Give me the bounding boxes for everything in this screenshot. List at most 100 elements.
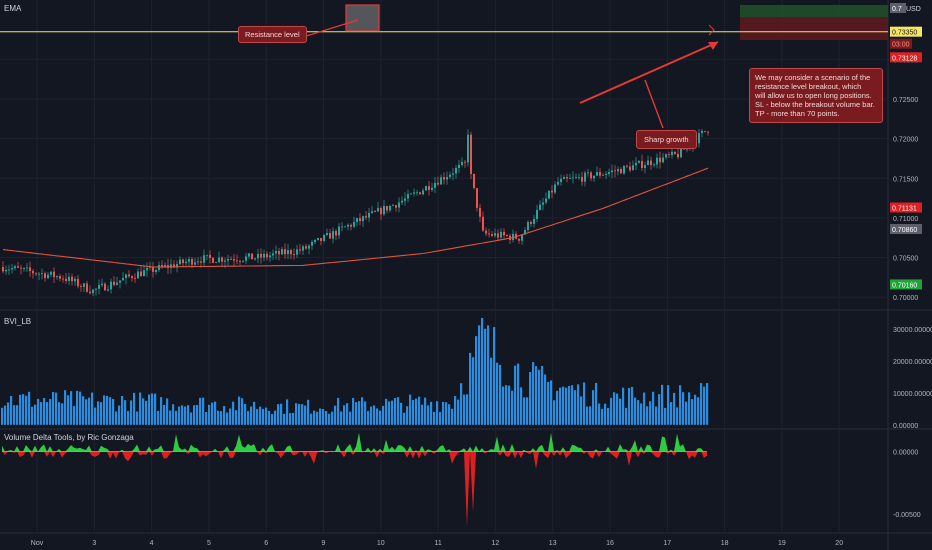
- volume-bar: [619, 398, 622, 425]
- volume-bar: [181, 405, 184, 425]
- candle-body: [680, 147, 682, 158]
- candle-body: [461, 161, 463, 165]
- candle-body: [89, 291, 91, 294]
- candle-body: [551, 190, 553, 193]
- volume-bar: [544, 374, 547, 425]
- volume-bar: [607, 408, 610, 425]
- time-axis-label: 4: [150, 540, 154, 547]
- price-axis-tick: 0.71000: [893, 216, 918, 223]
- volume-bar: [586, 406, 589, 425]
- candle-body: [704, 130, 706, 132]
- candle-body: [116, 282, 118, 285]
- volume-bar: [136, 411, 139, 425]
- candle-body: [650, 160, 652, 165]
- candle-body: [503, 231, 505, 236]
- candle-body: [470, 134, 472, 174]
- candle-body: [227, 258, 229, 261]
- volume-bar: [247, 411, 250, 425]
- volume-bar: [313, 410, 316, 425]
- candle-body: [254, 258, 256, 260]
- volume-bar: [202, 397, 205, 425]
- volume-bar: [529, 372, 532, 425]
- volume-bar: [124, 400, 127, 425]
- marker-price-tag: 0.70860: [892, 227, 917, 234]
- volume-bar: [472, 357, 475, 425]
- volume-bar: [601, 408, 604, 425]
- volume-bar: [526, 397, 529, 425]
- volume-bar: [580, 396, 583, 425]
- candle-body: [296, 249, 298, 255]
- candle-body: [47, 274, 49, 279]
- candle-body: [158, 264, 160, 270]
- candle-body: [80, 286, 82, 288]
- candle-body: [497, 233, 499, 238]
- candle-body: [665, 154, 667, 158]
- volume-bar: [76, 390, 79, 425]
- volume-bar: [22, 394, 25, 425]
- candle-body: [638, 160, 640, 163]
- candle-body: [362, 216, 364, 222]
- candle-body: [137, 271, 139, 279]
- volume-bar: [7, 402, 10, 425]
- volume-bar: [118, 405, 121, 425]
- candle-body: [113, 281, 115, 285]
- candle-body: [527, 221, 529, 230]
- candle-body: [392, 205, 394, 206]
- time-axis-label: 3: [92, 540, 96, 547]
- stop-price-tag: 0.73128: [892, 55, 917, 62]
- volume-bar: [442, 401, 445, 425]
- volume-bar: [664, 407, 667, 425]
- candle-body: [134, 278, 136, 279]
- candle-body: [563, 177, 565, 179]
- volume-bar: [28, 391, 31, 425]
- price-axis-tick: 0.70500: [893, 256, 918, 263]
- candle-body: [77, 278, 79, 287]
- volume-bar: [430, 401, 433, 425]
- volume-bar: [205, 411, 208, 425]
- resistance-callout: Resistance level: [238, 26, 307, 43]
- candle-body: [302, 246, 304, 251]
- volume-bar: [199, 397, 202, 425]
- candle-body: [431, 187, 433, 190]
- volume-bar: [412, 400, 415, 425]
- volume-bar: [109, 397, 112, 425]
- candle-body: [434, 182, 436, 188]
- candle-body: [458, 164, 460, 169]
- candle-body: [26, 267, 28, 269]
- ema-label: EMA: [4, 4, 22, 13]
- candle-body: [131, 276, 133, 279]
- candle-body: [623, 165, 625, 174]
- volume-bar: [100, 402, 103, 425]
- volume-bar: [154, 393, 157, 425]
- delta-axis-tick: -0.00500: [893, 512, 921, 519]
- candle-body: [662, 157, 664, 163]
- candle-body: [83, 283, 85, 287]
- volume-bar: [616, 393, 619, 425]
- volume-bar: [376, 408, 379, 425]
- candle-body: [674, 151, 676, 154]
- volume-bar: [520, 387, 523, 425]
- volume-bar: [283, 413, 286, 425]
- candle-body: [365, 216, 367, 218]
- volume-bar: [631, 386, 634, 425]
- volume-bar: [31, 406, 34, 425]
- candle-body: [350, 224, 352, 227]
- volume-bar: [214, 401, 217, 425]
- volume-bar: [436, 401, 439, 425]
- volume-bar: [166, 398, 169, 425]
- candle-body: [14, 266, 16, 269]
- sharp-growth-pointer: [644, 79, 664, 129]
- candle-body: [398, 202, 400, 208]
- candle-body: [647, 160, 649, 166]
- candle-body: [371, 211, 373, 213]
- volume-delta-label: Volume Delta Tools, by Ric Gonzaga: [4, 433, 134, 442]
- volume-bar: [367, 410, 370, 425]
- volume-bar: [706, 383, 709, 425]
- candle-body: [359, 218, 361, 222]
- target-price-tag-bg: [890, 279, 922, 290]
- candle-body: [500, 231, 502, 238]
- candle-body: [425, 186, 427, 191]
- volume-bar: [445, 402, 448, 425]
- time-axis-label: 17: [663, 540, 671, 547]
